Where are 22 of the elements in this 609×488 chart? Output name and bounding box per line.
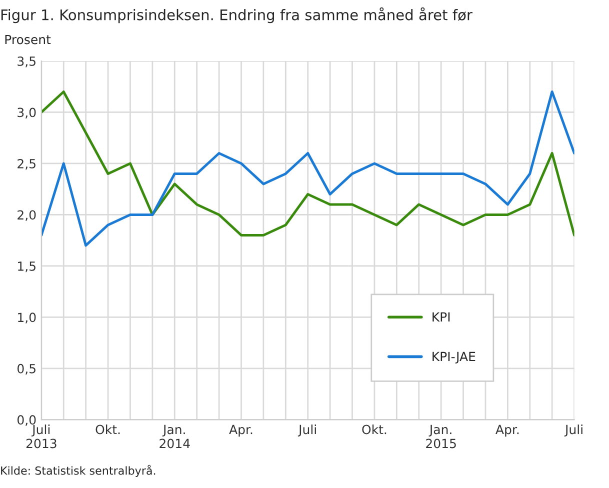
x-tick-label: Okt. bbox=[96, 424, 120, 434]
legend-label: KPI bbox=[432, 312, 450, 322]
y-tick-label: 1,5 bbox=[18, 262, 36, 272]
legend-label: KPI-JAE bbox=[432, 352, 476, 364]
x-tick-label: Jan. 2015 bbox=[426, 424, 456, 448]
x-tick-label: Apr. bbox=[496, 424, 519, 437]
x-tick-label: Juli bbox=[564, 424, 582, 437]
x-tick-label: Jan. 2014 bbox=[160, 424, 190, 448]
x-tick-label: Apr. bbox=[229, 424, 252, 437]
y-tick-label: 2,5 bbox=[18, 158, 36, 170]
y-tick-label: 3,0 bbox=[18, 108, 36, 118]
y-tick-label: 0,0 bbox=[17, 415, 36, 426]
y-tick-label: 2,0 bbox=[18, 210, 36, 221]
text: Kilde: Statistisk sentralbyrå. bbox=[1, 464, 156, 477]
y-tick-label: 1,0 bbox=[18, 312, 36, 324]
y-tick-label: 3,5 bbox=[18, 56, 36, 68]
x-tick-label: Juli 2013 bbox=[26, 424, 56, 448]
x-tick-label: Okt. bbox=[362, 424, 386, 434]
x-tick-label: Juli bbox=[298, 424, 316, 437]
y-axis-title: Prosent bbox=[5, 34, 51, 44]
y-tick-label: 0,5 bbox=[17, 364, 36, 375]
chart-title: Figur 1. Konsumprisindeksen. Endring fra samme måned året før bbox=[1, 7, 472, 24]
